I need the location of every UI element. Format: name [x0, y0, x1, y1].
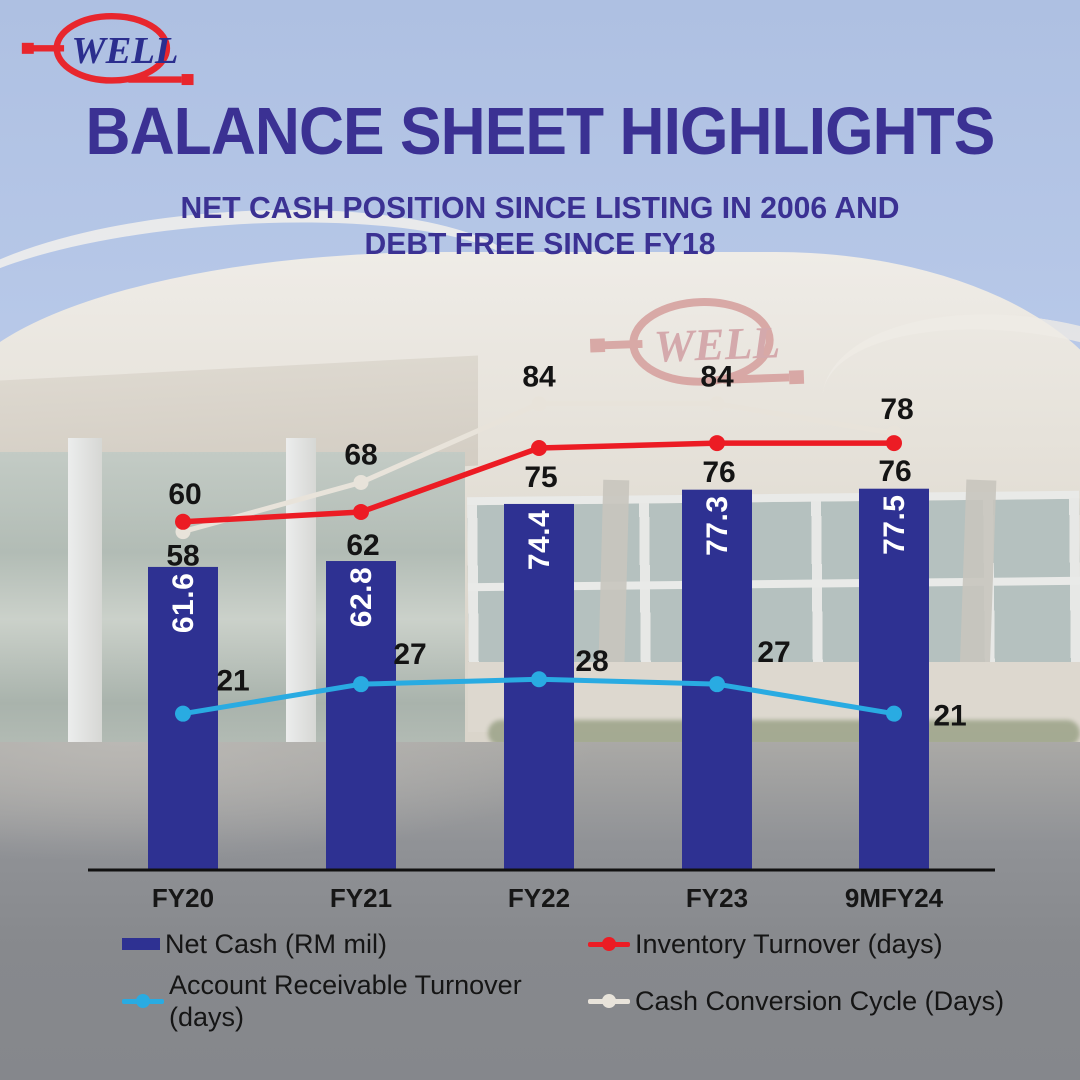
data-label-Inventory Turnover (days)-FY22: 75	[524, 461, 557, 494]
bar-9MFY24	[859, 488, 929, 870]
page-title: BALANCE SHEET HIGHLIGHTS	[85, 94, 996, 169]
shrubs	[488, 720, 1080, 746]
legend-label: Cash Conversion Cycle (Days)	[635, 986, 1005, 1016]
data-label-Account Receivable Turnover (days)-9MFY24: 21	[933, 700, 966, 733]
x-axis-label-FY20: FY20	[152, 883, 214, 913]
point-Cash Conversion Cycle (Days)-FY22	[531, 396, 547, 412]
legend-label: Inventory Turnover (days)	[635, 929, 943, 959]
data-label-Cash Conversion Cycle (Days)-FY23: 84	[700, 361, 734, 394]
point-Cash Conversion Cycle (Days)-FY23	[709, 396, 725, 412]
legend-line-marker	[122, 993, 164, 1009]
point-Account Receivable Turnover (days)-FY20	[175, 705, 191, 722]
legend-item: Cash Conversion Cycle (Days)	[588, 969, 1030, 1033]
bar-value-label: 77.5	[878, 495, 911, 555]
legend-item: Inventory Turnover (days)	[588, 928, 1030, 960]
point-Inventory Turnover (days)-9MFY24	[886, 435, 902, 452]
data-label-Inventory Turnover (days)-9MFY24: 76	[878, 455, 911, 488]
building-well-sign: WELL	[589, 298, 805, 386]
data-label-Account Receivable Turnover (days)-FY20: 21	[216, 665, 249, 698]
data-label-Cash Conversion Cycle (Days)-FY22: 84	[522, 361, 556, 394]
x-axis-label-FY22: FY22	[508, 883, 570, 913]
building-sign-text: WELL	[653, 316, 781, 371]
data-label-Cash Conversion Cycle (Days)-FY20: 58	[166, 540, 199, 573]
legend-item: Account Receivable Turnover (days)	[122, 969, 588, 1033]
bar-value-label: 74.4	[523, 510, 556, 570]
x-axis-label-FY21: FY21	[330, 883, 392, 913]
building-pillar	[68, 438, 102, 788]
legend-dot	[602, 994, 616, 1008]
point-Inventory Turnover (days)-FY20	[175, 513, 191, 530]
data-label-Inventory Turnover (days)-FY20: 60	[168, 478, 201, 511]
point-Account Receivable Turnover (days)-FY23	[709, 676, 725, 693]
legend-dot	[602, 937, 616, 951]
data-label-Account Receivable Turnover (days)-FY22: 28	[575, 645, 608, 678]
data-label-Inventory Turnover (days)-FY21: 62	[346, 529, 379, 562]
data-label-Cash Conversion Cycle (Days)-9MFY24: 78	[880, 393, 913, 426]
well-logo: WELL	[21, 12, 194, 86]
legend-line-marker	[588, 993, 630, 1009]
legend-label: Account Receivable Turnover (days)	[169, 970, 522, 1032]
point-Inventory Turnover (days)-FY23	[709, 435, 725, 452]
point-Account Receivable Turnover (days)-FY21	[353, 676, 369, 693]
bar-FY21	[326, 561, 396, 870]
logo-text: WELL	[71, 30, 178, 72]
bar-value-label: 62.8	[345, 567, 378, 627]
legend-item: Net Cash (RM mil)	[122, 928, 588, 960]
walkway	[0, 742, 600, 862]
data-label-Account Receivable Turnover (days)-FY21: 27	[393, 638, 426, 671]
chart-legend: Net Cash (RM mil) Inventory Turnover (day…	[122, 928, 1030, 1033]
legend-dot	[136, 994, 150, 1008]
point-Account Receivable Turnover (days)-9MFY24	[886, 705, 902, 722]
point-Cash Conversion Cycle (Days)-FY21	[353, 474, 369, 490]
data-label-Account Receivable Turnover (days)-FY23: 27	[757, 636, 790, 669]
data-label-Cash Conversion Cycle (Days)-FY21: 68	[344, 438, 377, 471]
data-label-Inventory Turnover (days)-FY23: 76	[702, 456, 735, 489]
legend-bar-swatch	[122, 938, 160, 950]
point-Account Receivable Turnover (days)-FY22	[531, 671, 547, 688]
x-axis-label-9MFY24: 9MFY24	[845, 883, 944, 913]
legend-label: Net Cash (RM mil)	[165, 929, 388, 959]
x-axis-label-FY23: FY23	[686, 883, 748, 913]
bar-value-label: 61.6	[167, 573, 200, 633]
point-Inventory Turnover (days)-FY22	[531, 440, 547, 456]
bar-value-label: 77.3	[701, 495, 734, 555]
point-Inventory Turnover (days)-FY21	[353, 503, 369, 520]
page-subtitle: NET CASH POSITION SINCE LISTING IN 2006 …	[180, 190, 900, 261]
legend-line-marker	[588, 936, 630, 952]
